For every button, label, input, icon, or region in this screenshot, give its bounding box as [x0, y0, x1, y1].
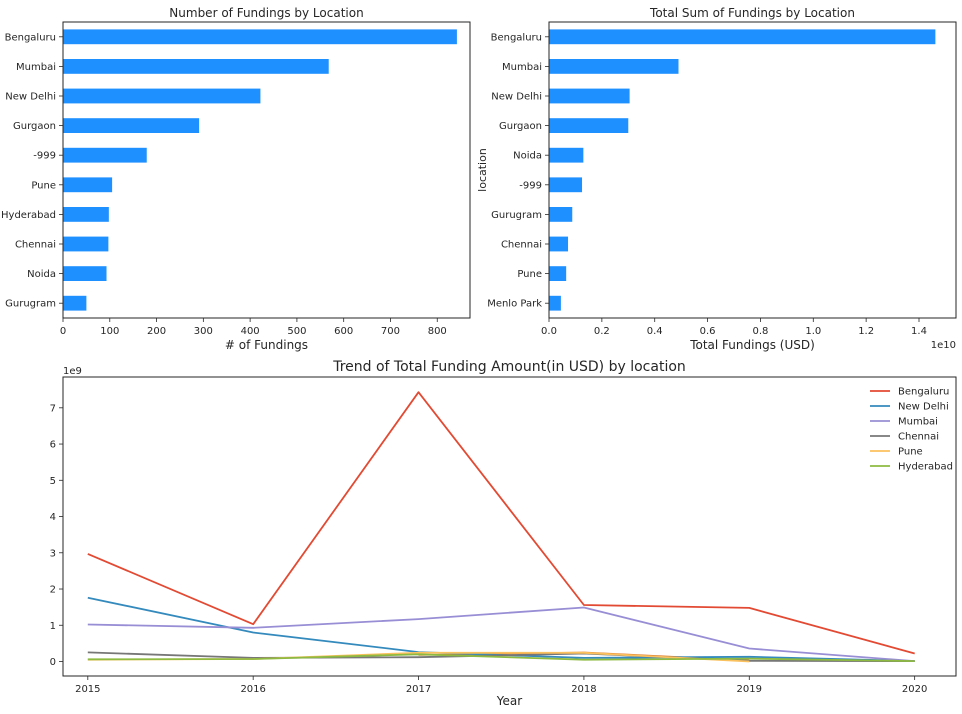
count-category-label-3: Gurgaon — [13, 121, 56, 132]
sum-bar-8 — [549, 266, 567, 281]
sum-bar-3 — [549, 118, 629, 133]
sum-xtick-label-1: 0.2 — [594, 326, 610, 337]
sum-category-label-5: -999 — [519, 180, 542, 191]
sum-xtick-label-2: 0.4 — [647, 326, 663, 337]
trend-ytick-label-7: 7 — [50, 403, 56, 414]
count-bar-3 — [63, 118, 200, 133]
trend-ytick-label-3: 3 — [50, 548, 56, 559]
trend-ytick-label-6: 6 — [50, 440, 56, 451]
sum-bar-1 — [549, 59, 679, 74]
count-bar-6 — [63, 207, 109, 222]
count-x-axis-label: # of Fundings — [225, 338, 308, 352]
trend-x-axis-label: Year — [496, 694, 522, 708]
trend-series-line-hyderabad — [87, 653, 915, 662]
trend-series-line-chennai — [87, 651, 915, 662]
trend-title: Trend of Total Funding Amount(in USD) by… — [332, 359, 686, 375]
trend-xtick-label-5: 2020 — [902, 684, 927, 695]
sum-category-label-3: Gurgaon — [499, 121, 542, 132]
count-xtick-label-7: 700 — [381, 326, 400, 337]
count-category-label-2: New Delhi — [5, 92, 56, 103]
count-category-label-5: Pune — [31, 180, 56, 191]
count-xtick-label-2: 200 — [147, 326, 166, 337]
count-category-label-1: Mumbai — [16, 62, 56, 73]
sum-scale-label: 1e10 — [931, 340, 956, 351]
sum-bar-2 — [549, 88, 630, 104]
sum-title: Total Sum of Fundings by Location — [649, 6, 855, 20]
count-xtick-label-0: 0 — [60, 326, 66, 337]
count-category-label-8: Noida — [27, 269, 56, 280]
count-bar-9 — [63, 295, 87, 311]
sum-bar-4 — [549, 147, 584, 163]
sum-bar-6 — [549, 207, 573, 222]
count-xtick-label-3: 300 — [194, 326, 213, 337]
count-title: Number of Fundings by Location — [169, 6, 363, 20]
sum-bar-0 — [549, 29, 936, 45]
trend-xtick-label-4: 2019 — [737, 684, 762, 695]
trend-ytick-label-4: 4 — [50, 512, 56, 523]
trend-series-line-mumbai — [87, 606, 915, 662]
sum-category-label-0: Bengaluru — [491, 32, 542, 43]
count-bar-4 — [63, 147, 147, 163]
sum-category-label-1: Mumbai — [502, 62, 542, 73]
chart-fundings-sum: Bengaluru Mumbai New Delhi Gurgaon Noida -999… — [476, 6, 957, 352]
sum-bar-9 — [549, 295, 561, 311]
count-xtick-label-8: 800 — [428, 326, 447, 337]
count-xtick-label-6: 600 — [334, 326, 353, 337]
trend-ytick-label-1: 1 — [50, 621, 56, 632]
count-category-label-9: Gurugram — [5, 299, 56, 310]
trend-ytick-label-2: 2 — [50, 585, 56, 596]
count-category-label-7: Chennai — [15, 240, 56, 251]
count-category-label-6: Hyderabad — [1, 210, 56, 221]
count-category-label-4: -999 — [33, 151, 56, 162]
sum-category-label-2: New Delhi — [491, 92, 542, 103]
trend-frame — [62, 376, 957, 677]
trend-ytick-label-0: 0 — [50, 657, 56, 668]
sum-category-label-9: Menlo Park — [487, 299, 542, 310]
count-bar-0 — [63, 29, 457, 45]
count-xtick-label-4: 400 — [241, 326, 260, 337]
sum-frame — [548, 21, 957, 319]
trend-xtick-label-0: 2015 — [75, 684, 100, 695]
legend-label-4: Pune — [898, 447, 923, 458]
count-bar-2 — [63, 88, 261, 104]
legend-label-5: Hyderabad — [898, 462, 953, 473]
count-bar-5 — [63, 177, 113, 193]
count-category-label-0: Bengaluru — [5, 32, 56, 43]
legend-label-3: Chennai — [898, 432, 939, 443]
sum-y-axis-label: location — [476, 148, 489, 192]
count-xtick-label-1: 100 — [100, 326, 119, 337]
sum-category-label-6: Gurugram — [491, 210, 542, 221]
legend-label-0: Bengaluru — [898, 387, 949, 398]
sum-xtick-label-4: 0.8 — [752, 326, 768, 337]
sum-category-label-7: Chennai — [501, 240, 542, 251]
sum-category-label-8: Pune — [517, 269, 542, 280]
legend-label-2: Mumbai — [898, 417, 938, 428]
count-bar-1 — [63, 59, 329, 74]
sum-category-label-4: Noida — [513, 151, 542, 162]
trend-xtick-label-3: 2018 — [571, 684, 596, 695]
trend-scale-label: 1e9 — [63, 366, 82, 377]
trend-legend: Bengaluru New Delhi Mumbai Chennai Pune Hyder… — [870, 387, 953, 473]
count-bar-7 — [63, 236, 109, 252]
sum-xtick-label-3: 0.6 — [700, 326, 716, 337]
count-bar-8 — [63, 266, 107, 281]
legend-label-1: New Delhi — [898, 402, 949, 413]
trend-ytick-label-5: 5 — [50, 476, 56, 487]
sum-xtick-label-6: 1.2 — [858, 326, 874, 337]
chart-funding-trend: 0 1 2 3 4 5 6 7 2015 2016 2017 2018 2019 2020 Trend of… — [50, 359, 957, 708]
sum-x-axis-label: Total Fundings (USD) — [689, 338, 815, 352]
count-xtick-label-5: 500 — [287, 326, 306, 337]
chart-fundings-count: Bengaluru Mumbai New Delhi Gurgaon -999 Pune H… — [1, 6, 471, 352]
count-frame — [62, 21, 471, 319]
sum-xtick-label-5: 1.0 — [805, 326, 821, 337]
sum-xtick-label-0: 0.0 — [541, 326, 557, 337]
trend-xtick-label-2: 2017 — [406, 684, 431, 695]
sum-bar-5 — [549, 177, 583, 193]
sum-bar-7 — [549, 236, 569, 252]
trend-xtick-label-1: 2016 — [240, 684, 265, 695]
sum-xtick-label-7: 1.4 — [911, 326, 927, 337]
trend-series-line-bengaluru — [87, 391, 915, 655]
